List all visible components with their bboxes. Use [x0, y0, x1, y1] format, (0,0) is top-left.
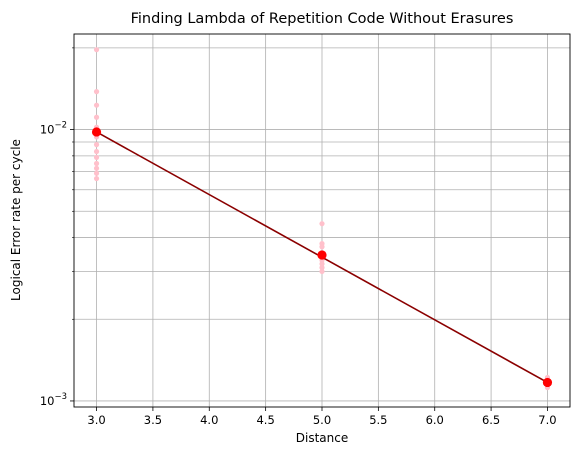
- sample-point: [93, 175, 100, 182]
- x-tick-label: 5.5: [369, 413, 387, 427]
- mean-point: [91, 127, 102, 137]
- sample-point: [319, 265, 325, 271]
- y-axis-label: Logical Error rate per cycle: [9, 139, 23, 301]
- mean-point: [317, 250, 327, 260]
- grid: [74, 34, 570, 407]
- y-axis-ticks: 10−3 10−2: [40, 47, 74, 408]
- x-tick-label: 5.0: [313, 413, 331, 427]
- sample-point: [319, 244, 325, 250]
- x-tick-label: 7.0: [538, 413, 556, 427]
- sample-point: [93, 47, 100, 53]
- sample-point: [93, 148, 100, 155]
- sample-point: [93, 89, 100, 95]
- sample-point: [93, 114, 100, 120]
- x-tick-label: 6.0: [426, 413, 444, 427]
- sample-point: [93, 102, 100, 108]
- sample-point: [93, 170, 100, 176]
- plot-series: [91, 47, 553, 391]
- x-axis-ticks: 3.0 3.5 4.0 4.5 5.0 5.5 6.0 6.5 7.0: [87, 407, 557, 427]
- x-tick-label: 6.5: [482, 413, 500, 427]
- y-tick-label: 10−2: [40, 121, 67, 137]
- sample-point: [93, 160, 100, 167]
- chart-title: Finding Lambda of Repetition Code Withou…: [131, 11, 514, 27]
- sample-point: [93, 142, 100, 148]
- sample-point: [93, 154, 100, 160]
- sample-point: [93, 165, 100, 171]
- y-tick-label: 10−3: [40, 392, 67, 408]
- x-tick-label: 4.0: [200, 413, 218, 427]
- x-tick-label: 3.0: [87, 413, 105, 427]
- mean-point: [542, 377, 553, 388]
- x-axis-label: Distance: [296, 431, 348, 445]
- sample-point: [319, 261, 325, 267]
- sample-point: [319, 268, 325, 275]
- sample-point: [319, 221, 325, 227]
- x-tick-label: 3.5: [144, 413, 162, 427]
- x-tick-label: 4.5: [256, 413, 274, 427]
